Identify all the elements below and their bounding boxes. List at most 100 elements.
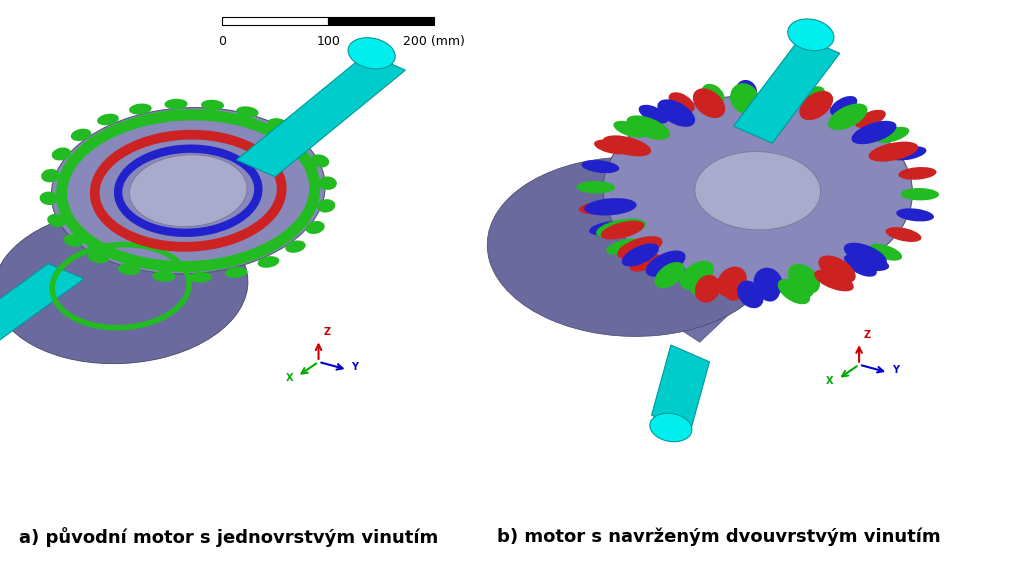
Ellipse shape [630, 254, 660, 272]
Ellipse shape [165, 99, 187, 109]
Ellipse shape [814, 270, 854, 291]
Ellipse shape [754, 268, 782, 298]
Ellipse shape [717, 266, 746, 297]
Ellipse shape [627, 116, 670, 140]
Ellipse shape [606, 238, 640, 255]
Ellipse shape [617, 236, 663, 259]
Ellipse shape [898, 167, 937, 180]
Ellipse shape [787, 264, 820, 293]
Ellipse shape [844, 243, 887, 268]
Ellipse shape [657, 99, 695, 127]
Ellipse shape [695, 151, 820, 230]
Ellipse shape [869, 244, 902, 261]
Ellipse shape [639, 105, 669, 124]
Text: Z: Z [324, 327, 331, 337]
Ellipse shape [318, 177, 337, 190]
Text: a) původní motor s jednovrstvým vinutím: a) původní motor s jednovrstvým vinutím [19, 527, 438, 548]
Ellipse shape [654, 262, 685, 288]
Ellipse shape [97, 114, 119, 125]
Ellipse shape [730, 83, 760, 114]
Ellipse shape [225, 267, 248, 278]
Ellipse shape [601, 220, 644, 240]
Ellipse shape [201, 100, 224, 111]
Bar [222, 17, 329, 25]
Ellipse shape [724, 278, 746, 301]
Ellipse shape [63, 234, 84, 247]
Ellipse shape [487, 157, 777, 337]
Ellipse shape [821, 269, 847, 289]
Polygon shape [0, 264, 84, 349]
Ellipse shape [777, 279, 810, 304]
Ellipse shape [766, 84, 796, 114]
Ellipse shape [876, 127, 909, 143]
Ellipse shape [286, 241, 306, 253]
Bar [329, 17, 434, 25]
Ellipse shape [188, 272, 212, 283]
Text: 200 (mm): 200 (mm) [403, 35, 465, 48]
Ellipse shape [890, 146, 927, 160]
Ellipse shape [348, 38, 395, 69]
Ellipse shape [680, 261, 714, 290]
Ellipse shape [695, 275, 720, 303]
Ellipse shape [267, 118, 289, 130]
Ellipse shape [40, 192, 58, 205]
Polygon shape [536, 112, 835, 342]
Polygon shape [237, 53, 406, 177]
Ellipse shape [71, 128, 91, 141]
Ellipse shape [791, 276, 814, 298]
Ellipse shape [577, 181, 615, 194]
Ellipse shape [830, 96, 857, 116]
Ellipse shape [305, 221, 325, 234]
Ellipse shape [603, 95, 912, 286]
Ellipse shape [844, 254, 889, 271]
Ellipse shape [736, 80, 757, 102]
Ellipse shape [690, 274, 714, 295]
Ellipse shape [818, 255, 856, 283]
Ellipse shape [801, 86, 825, 108]
Ellipse shape [316, 199, 335, 213]
Ellipse shape [658, 265, 685, 286]
Ellipse shape [701, 84, 725, 105]
Ellipse shape [41, 169, 59, 182]
Ellipse shape [693, 89, 725, 118]
Ellipse shape [88, 251, 109, 263]
Ellipse shape [118, 264, 140, 275]
Text: 100: 100 [316, 35, 340, 48]
Ellipse shape [669, 92, 694, 113]
Ellipse shape [594, 140, 630, 154]
Ellipse shape [759, 279, 779, 302]
Ellipse shape [769, 81, 792, 103]
Ellipse shape [855, 110, 886, 128]
Ellipse shape [584, 198, 637, 215]
Ellipse shape [582, 160, 620, 173]
Text: b) motor s navrženým dvouvrstvým vinutím: b) motor s navrženým dvouvrstvým vinutím [497, 527, 941, 546]
Polygon shape [29, 146, 285, 331]
Text: Z: Z [864, 330, 871, 340]
Text: 0: 0 [218, 35, 226, 48]
Text: X: X [826, 376, 834, 386]
Ellipse shape [293, 135, 313, 147]
Ellipse shape [579, 202, 617, 214]
Ellipse shape [603, 135, 651, 157]
Ellipse shape [787, 19, 834, 50]
Ellipse shape [900, 188, 939, 200]
Ellipse shape [0, 209, 248, 364]
Text: X: X [286, 373, 293, 383]
Ellipse shape [847, 257, 877, 277]
Ellipse shape [646, 250, 685, 277]
Ellipse shape [258, 256, 280, 268]
Ellipse shape [868, 141, 919, 162]
Ellipse shape [589, 221, 626, 235]
Ellipse shape [886, 227, 922, 242]
Ellipse shape [800, 91, 834, 120]
Ellipse shape [737, 280, 764, 308]
Ellipse shape [52, 148, 71, 160]
Ellipse shape [650, 413, 692, 442]
Text: Y: Y [351, 362, 358, 372]
Ellipse shape [828, 103, 867, 130]
Ellipse shape [622, 243, 659, 266]
Text: Y: Y [892, 365, 899, 375]
Ellipse shape [896, 208, 934, 222]
Polygon shape [651, 345, 710, 432]
Ellipse shape [310, 154, 330, 168]
